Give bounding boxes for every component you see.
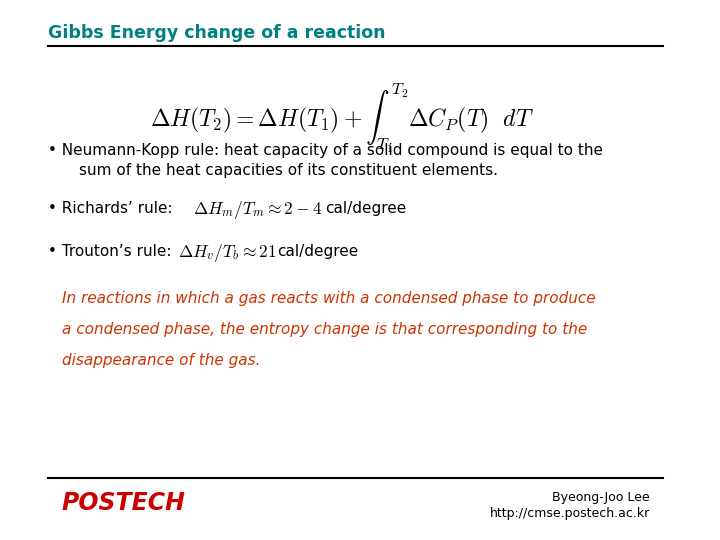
Text: • Trouton’s rule:: • Trouton’s rule: — [48, 244, 181, 259]
Text: sum of the heat capacities of its constituent elements.: sum of the heat capacities of its consti… — [78, 163, 498, 178]
Text: $\Delta H(T_2) = \Delta H(T_1) + \int_{T_1}^{T_2} \Delta C_P(T) \ \ dT$: $\Delta H(T_2) = \Delta H(T_1) + \int_{T… — [150, 81, 534, 155]
Text: cal/degree: cal/degree — [325, 201, 406, 216]
Text: POSTECH: POSTECH — [61, 491, 186, 515]
Text: http://cmse.postech.ac.kr: http://cmse.postech.ac.kr — [490, 507, 649, 519]
Text: $\Delta H_v / T_b \approx 21$: $\Delta H_v / T_b \approx 21$ — [178, 242, 276, 265]
Text: Byeong-Joo Lee: Byeong-Joo Lee — [552, 491, 649, 504]
Text: a condensed phase, the entropy change is that corresponding to the: a condensed phase, the entropy change is… — [61, 322, 587, 337]
Text: cal/degree: cal/degree — [277, 244, 359, 259]
Text: $\Delta H_m / T_m \approx 2-4$: $\Delta H_m / T_m \approx 2-4$ — [193, 199, 322, 221]
Text: In reactions in which a gas reacts with a condensed phase to produce: In reactions in which a gas reacts with … — [61, 291, 595, 306]
Text: • Neumann-Kopp rule: heat capacity of a solid compound is equal to the: • Neumann-Kopp rule: heat capacity of a … — [48, 143, 603, 158]
Text: Gibbs Energy change of a reaction: Gibbs Energy change of a reaction — [48, 24, 385, 42]
Text: • Richards’ rule:: • Richards’ rule: — [48, 201, 182, 216]
Text: disappearance of the gas.: disappearance of the gas. — [61, 353, 260, 368]
